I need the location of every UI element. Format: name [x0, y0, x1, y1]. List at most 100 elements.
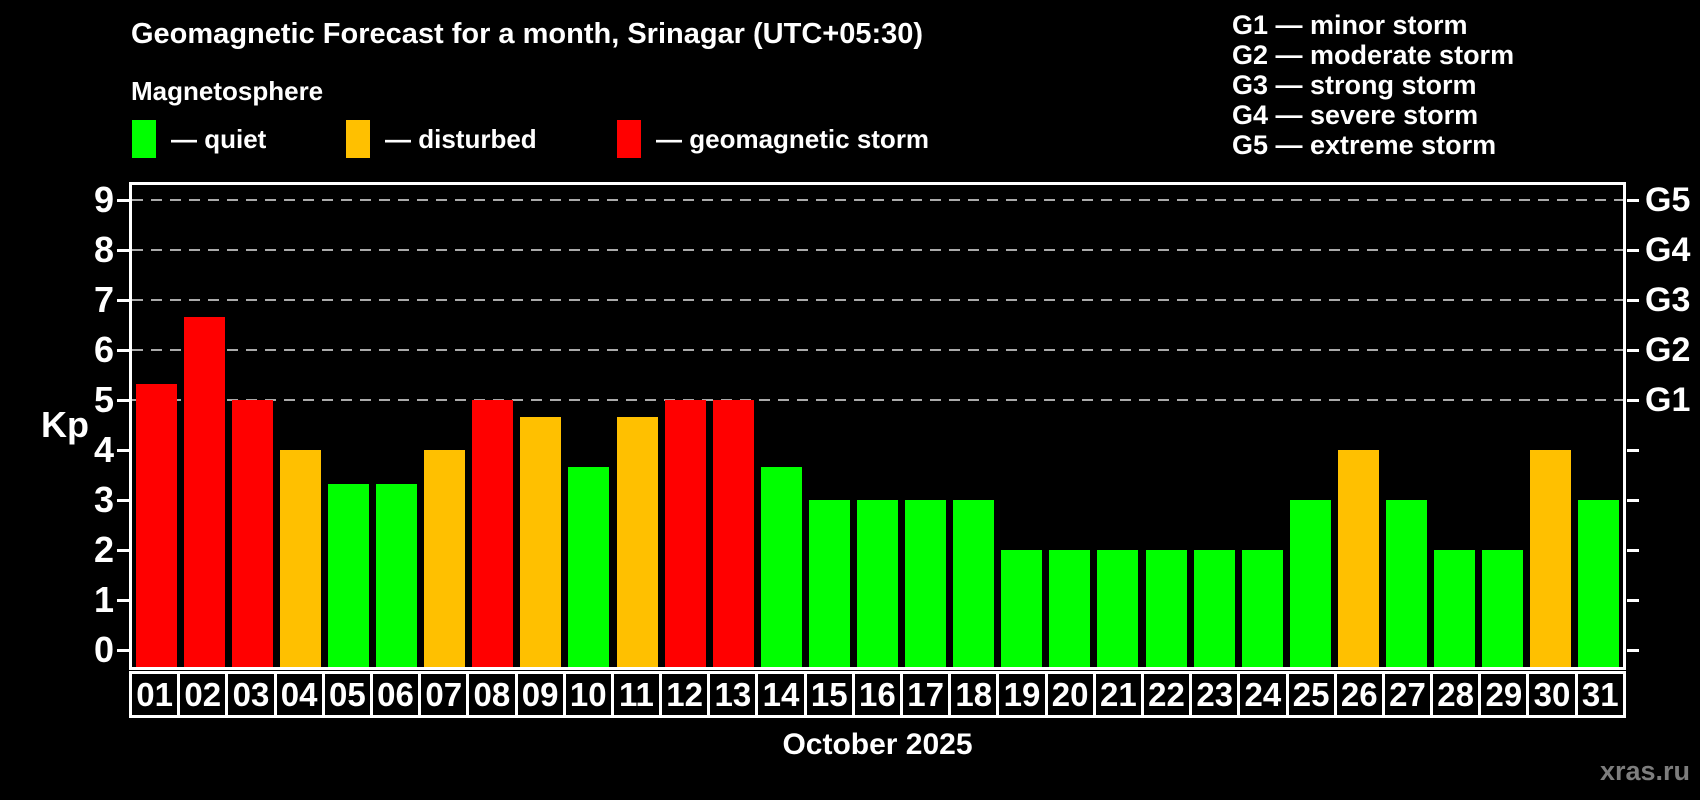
- storm-scale-line-g4: G4 — severe storm: [1232, 100, 1479, 130]
- bar-day-03: [231, 400, 273, 667]
- bar-day-17: [905, 500, 947, 667]
- right-tick-kp0: [1627, 649, 1639, 652]
- x-tick-label-day-21: 21: [1096, 674, 1144, 715]
- bar-day-13: [712, 400, 754, 667]
- chart-title: Geomagnetic Forecast for a month, Srinag…: [131, 18, 924, 50]
- bar-day-16: [857, 500, 898, 667]
- left-tick-kp8: [117, 249, 129, 252]
- legend-item-quiet: — quiet: [132, 120, 266, 158]
- bar-day-31: [1578, 500, 1620, 667]
- left-tick-kp4: [117, 449, 129, 452]
- legend-label-disturbed: — disturbed: [385, 123, 537, 154]
- bar-day-10: [568, 466, 610, 667]
- g-scale-label-g2: G2: [1645, 331, 1691, 369]
- x-tick-label-day-09: 09: [518, 674, 566, 715]
- bar-day-22: [1145, 550, 1187, 667]
- right-tick-kp7: [1627, 299, 1639, 302]
- y-tick-label-2: 2: [93, 529, 114, 570]
- x-tick-label-day-29: 29: [1481, 674, 1530, 715]
- x-axis-title: October 2025: [782, 728, 973, 761]
- bar-day-01: [135, 383, 177, 667]
- y-tick-label-8: 8: [93, 229, 114, 270]
- x-tick-label-day-07: 07: [421, 674, 470, 715]
- bar-day-06: [376, 483, 418, 667]
- bar-day-24: [1241, 550, 1283, 667]
- y-tick-label-3: 3: [93, 479, 114, 520]
- storm-scale-line-g5: G5 — extreme storm: [1232, 130, 1497, 160]
- right-tick-kp6: [1627, 349, 1639, 352]
- x-tick-label-day-04: 04: [277, 674, 325, 715]
- x-tick-label-day-22: 22: [1144, 674, 1193, 715]
- g-scale-label-g1: G1: [1645, 381, 1691, 419]
- left-tick-kp9: [117, 199, 129, 202]
- bar-day-26: [1337, 450, 1379, 667]
- bar-day-09: [520, 416, 562, 667]
- x-tick-label-day-05: 05: [325, 674, 373, 715]
- right-tick-kp5: [1627, 399, 1639, 402]
- x-tick-label-day-18: 18: [951, 674, 1000, 715]
- left-tick-kp7: [117, 299, 129, 302]
- bar-day-19: [1001, 550, 1043, 667]
- x-tick-label-day-10: 10: [566, 674, 614, 715]
- storm-scale-line-g3: G3 — strong storm: [1232, 70, 1477, 100]
- right-tick-kp8: [1627, 249, 1639, 252]
- x-tick-label-day-17: 17: [903, 674, 952, 715]
- y-tick-label-1: 1: [93, 579, 114, 620]
- x-tick-label-day-03: 03: [228, 674, 277, 715]
- x-tick-label-day-27: 27: [1385, 674, 1434, 715]
- watermark: xras.ru: [1599, 756, 1690, 786]
- x-tick-label-day-31: 31: [1581, 676, 1619, 713]
- legend-swatch-quiet: [132, 120, 156, 158]
- g-scale-label-g5: G5: [1645, 181, 1691, 219]
- bar-day-28: [1434, 550, 1476, 667]
- bar-day-21: [1097, 550, 1139, 667]
- storm-scale-line-g1: G1 — minor storm: [1232, 10, 1468, 40]
- bar-day-27: [1386, 500, 1428, 667]
- left-tick-kp3: [117, 499, 129, 502]
- x-tick-label-day-13: 13: [710, 674, 759, 715]
- y-tick-label-7: 7: [93, 279, 114, 320]
- bar-day-04: [279, 450, 321, 667]
- bar-day-07: [424, 450, 466, 667]
- gridline-kp5: [132, 399, 1623, 401]
- left-tick-kp2: [117, 549, 129, 552]
- bar-day-15: [808, 500, 850, 667]
- right-tick-kp9: [1627, 199, 1639, 202]
- x-tick-label-day-28: 28: [1433, 674, 1482, 715]
- x-axis-day-labels: 01 02 03 04 05 06 07 08 09 10 11 12 13 14 15 16 17 18 19 20…: [129, 671, 1626, 718]
- bar-day-02: [183, 316, 225, 667]
- legend-item-storm: — geomagnetic storm: [617, 120, 929, 158]
- x-tick-label-day-11: 11: [614, 674, 663, 715]
- left-tick-kp1: [117, 599, 129, 602]
- bar-day-18: [953, 500, 995, 667]
- y-axis-title: Kp: [41, 404, 89, 445]
- legend-item-disturbed: — disturbed: [346, 120, 537, 158]
- x-tick-label-day-06: 06: [373, 674, 422, 715]
- bar-day-30: [1530, 450, 1572, 667]
- x-tick-label-day-14: 14: [758, 674, 807, 715]
- right-tick-kp3: [1627, 499, 1639, 502]
- x-tick-label-day-19: 19: [999, 674, 1048, 715]
- y-tick-label-4: 4: [93, 429, 114, 470]
- x-tick-label-day-25: 25: [1289, 674, 1337, 715]
- x-tick-label-day-16: 16: [855, 674, 903, 715]
- g-scale-label-g4: G4: [1645, 231, 1691, 269]
- left-tick-kp0: [117, 649, 129, 652]
- gridline-kp9: [132, 199, 1623, 201]
- x-tick-label-day-23: 23: [1192, 674, 1241, 715]
- x-tick-label-day-15: 15: [807, 674, 855, 715]
- storm-scale-line-g2: G2 — moderate storm: [1232, 40, 1515, 70]
- bar-day-25: [1289, 500, 1331, 667]
- gridline-kp6: [132, 349, 1623, 351]
- x-tick-label-day-20: 20: [1048, 674, 1096, 715]
- y-tick-label-5: 5: [93, 379, 114, 420]
- bar-day-23: [1193, 550, 1235, 667]
- gridline-kp8: [132, 249, 1623, 251]
- bar-day-20: [1049, 550, 1091, 667]
- right-tick-kp1: [1627, 599, 1639, 602]
- right-tick-kp4: [1627, 449, 1639, 452]
- bar-day-29: [1482, 550, 1524, 667]
- legend-swatch-disturbed: [346, 120, 370, 158]
- x-tick-label-day-24: 24: [1240, 674, 1289, 715]
- gridline-kp7: [132, 299, 1623, 301]
